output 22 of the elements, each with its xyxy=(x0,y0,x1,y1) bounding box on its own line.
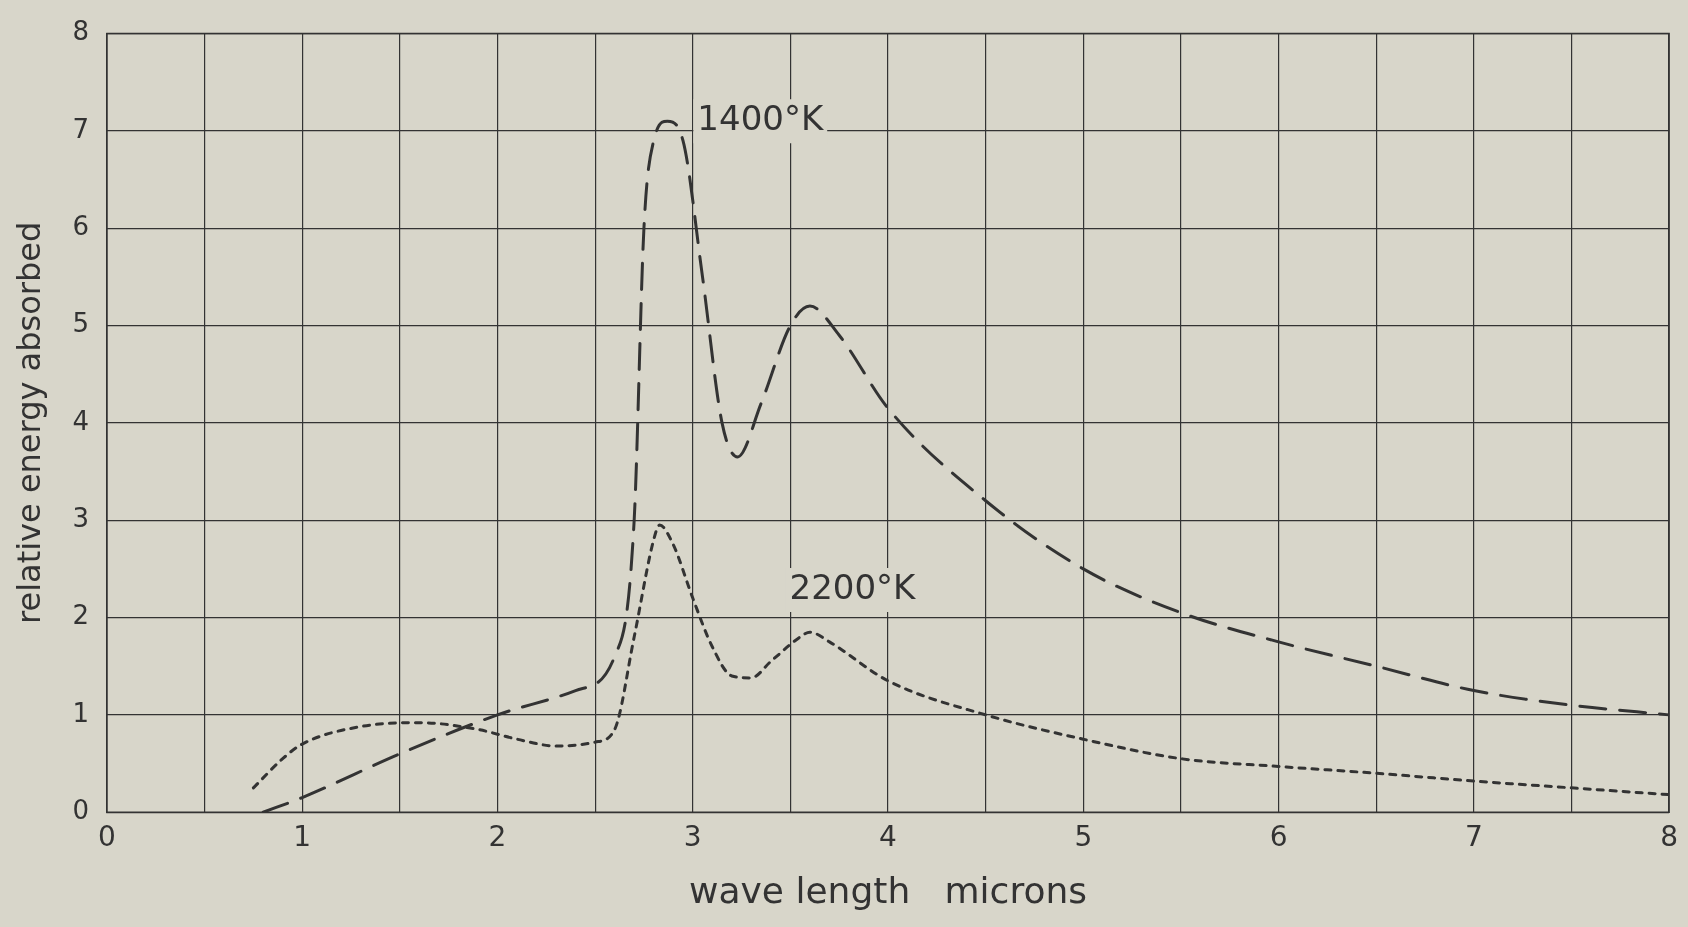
x-tick-label: 0 xyxy=(98,820,116,854)
y-tick-label: 5 xyxy=(72,308,89,339)
y-tick-label: 1 xyxy=(72,697,89,728)
y-tick-label: 7 xyxy=(72,113,89,144)
y-tick-label: 3 xyxy=(72,502,89,533)
x-tick-label: 8 xyxy=(1660,820,1679,854)
y-tick-label: 6 xyxy=(72,211,89,241)
x-tick-label: 3 xyxy=(683,820,702,854)
x-tick-label: 7 xyxy=(1464,820,1483,854)
x-tick-label: 2 xyxy=(488,820,507,854)
series-label: 2200°K xyxy=(789,566,918,607)
y-tick-label: 0 xyxy=(72,794,89,825)
y-tick-label: 2 xyxy=(72,600,89,631)
y-tick-label: 4 xyxy=(72,405,89,436)
y-tick-label: 8 xyxy=(72,16,89,47)
y-axis-title: relative energy absorbed xyxy=(9,221,48,624)
x-axis-title: wave length microns xyxy=(689,869,1087,911)
x-tick-label: 1 xyxy=(293,820,312,854)
series-label: 1400°K xyxy=(697,98,825,139)
x-tick-label: 4 xyxy=(879,820,897,854)
x-tick-label: 6 xyxy=(1269,820,1288,854)
x-tick-label: 5 xyxy=(1074,820,1093,854)
